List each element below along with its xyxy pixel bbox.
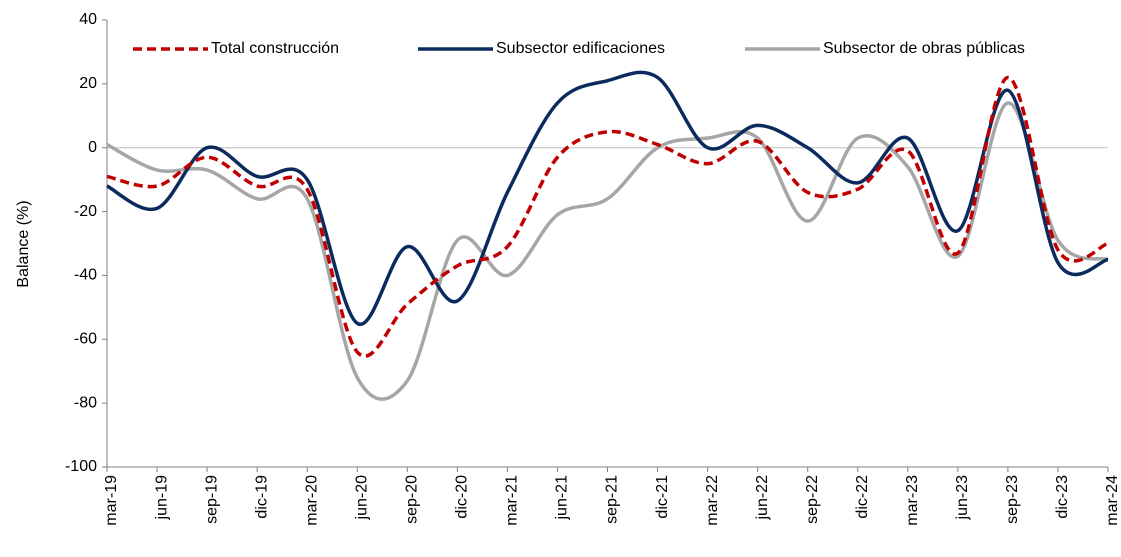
y-tick-label: -20 (74, 203, 97, 220)
y-tick-label: -60 (74, 331, 97, 348)
x-tick-label: dic-22 (854, 475, 871, 519)
y-tick-label: -100 (65, 458, 97, 475)
x-tick-label: dic-21 (654, 475, 671, 519)
legend-label: Total construcción (211, 40, 339, 57)
x-tick-label: mar-22 (704, 475, 721, 526)
x-tick-label: mar-23 (904, 475, 921, 526)
series-line (106, 70, 1109, 326)
x-tick-label: mar-24 (1104, 475, 1121, 526)
x-tick-label: sep-19 (203, 475, 220, 524)
x-tick-label: sep-21 (604, 475, 621, 524)
y-tick-label: -40 (74, 267, 97, 284)
legend-label: Subsector edificaciones (496, 40, 665, 57)
x-tick-label: sep-20 (404, 475, 421, 524)
y-tick-label: 40 (79, 11, 97, 28)
x-tick-label: dic-19 (253, 475, 270, 519)
x-tick-label: mar-20 (303, 475, 320, 526)
y-tick-label: 0 (88, 139, 97, 156)
x-tick-label: jun-19 (153, 475, 170, 521)
x-tick-label: jun-20 (353, 475, 370, 521)
x-tick-label: jun-23 (954, 475, 971, 521)
series-line (106, 101, 1109, 401)
y-tick-label: -80 (74, 394, 97, 411)
legend-label: Subsector de obras públicas (823, 40, 1025, 57)
x-tick-label: mar-21 (504, 475, 521, 526)
x-tick-label: dic-20 (454, 475, 471, 519)
series-line (106, 75, 1109, 358)
x-tick-label: sep-22 (804, 475, 821, 524)
y-tick-label: 20 (79, 75, 97, 92)
x-tick-label: jun-21 (554, 475, 571, 521)
x-tick-label: mar-19 (103, 475, 120, 526)
x-tick-label: dic-23 (1054, 475, 1071, 519)
x-tick-label: jun-22 (754, 475, 771, 521)
x-tick-label: sep-23 (1004, 475, 1021, 524)
y-axis-label: Balance (%) (15, 200, 32, 287)
